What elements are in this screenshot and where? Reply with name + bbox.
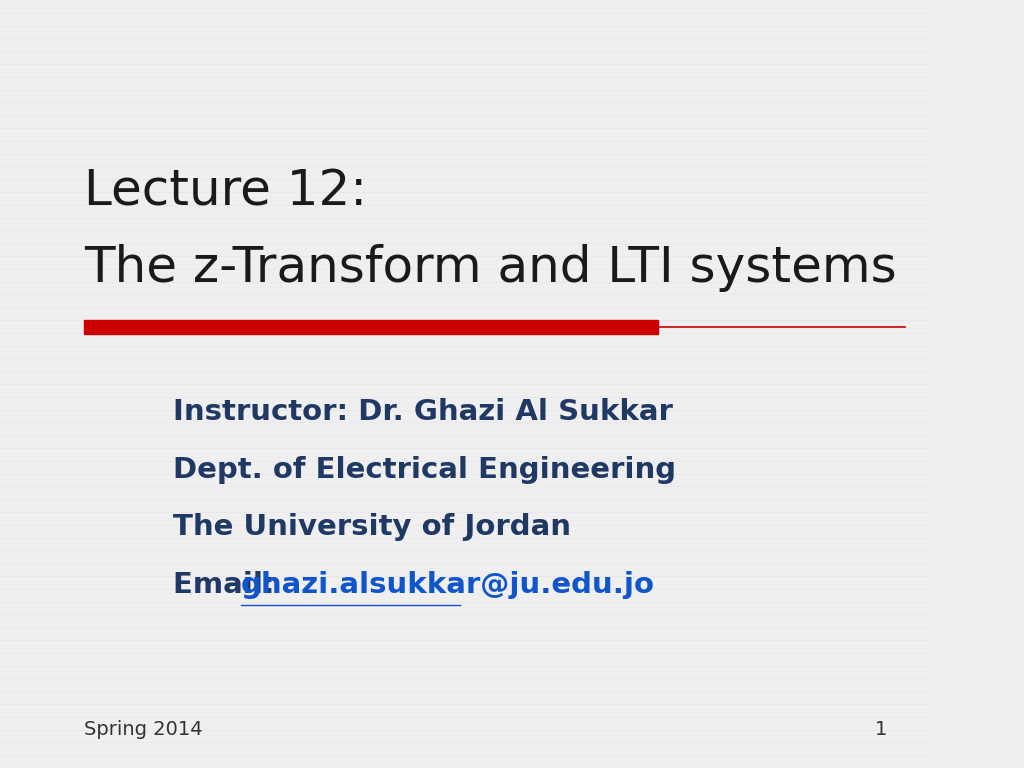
Text: Email:: Email: <box>173 571 285 599</box>
Text: Lecture 12:: Lecture 12: <box>84 167 368 215</box>
Text: Spring 2014: Spring 2014 <box>84 720 203 739</box>
Text: ghazi.alsukkar@ju.edu.jo: ghazi.alsukkar@ju.edu.jo <box>241 571 654 599</box>
Text: The University of Jordan: The University of Jordan <box>173 514 570 541</box>
Text: The z-Transform and LTI systems: The z-Transform and LTI systems <box>84 244 897 292</box>
Bar <box>84 320 658 334</box>
Text: 1: 1 <box>874 720 887 739</box>
Text: Instructor: Dr. Ghazi Al Sukkar: Instructor: Dr. Ghazi Al Sukkar <box>173 399 673 426</box>
Text: Dept. of Electrical Engineering: Dept. of Electrical Engineering <box>173 456 676 484</box>
